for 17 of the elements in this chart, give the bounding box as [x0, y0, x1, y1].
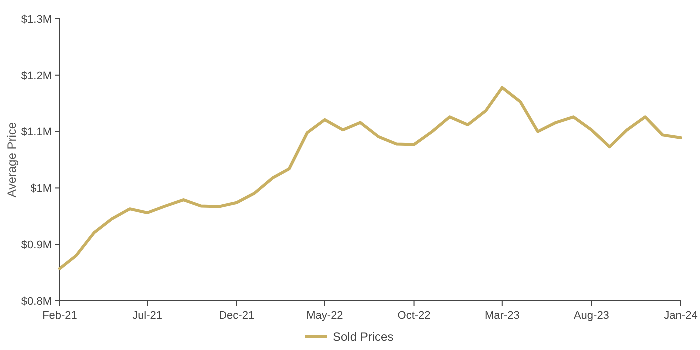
x-tick-label: Aug-23: [574, 310, 610, 322]
x-tick-label: Feb-21: [42, 310, 78, 322]
x-tick-label: Jul-21: [132, 310, 163, 322]
x-tick-label: May-22: [306, 310, 344, 322]
y-tick-label: $1.2M: [21, 70, 52, 82]
y-tick-label: $0.8M: [21, 296, 52, 308]
x-tick-label: Mar-23: [484, 310, 520, 322]
y-axis-title: Average Price: [5, 122, 19, 198]
y-tick-label: $1.3M: [21, 14, 52, 26]
y-tick-label: $1.1M: [21, 126, 52, 139]
x-tick-label: Jan-24: [664, 310, 698, 322]
x-tick-label: Dec-21: [219, 310, 255, 322]
line-series: [58, 86, 682, 270]
legend-label: Sold Prices: [333, 330, 394, 344]
y-tick-label: $1M: [30, 183, 52, 196]
x-tick-label: Oct-22: [398, 310, 431, 322]
y-tick-label: $0.9M: [21, 239, 52, 252]
